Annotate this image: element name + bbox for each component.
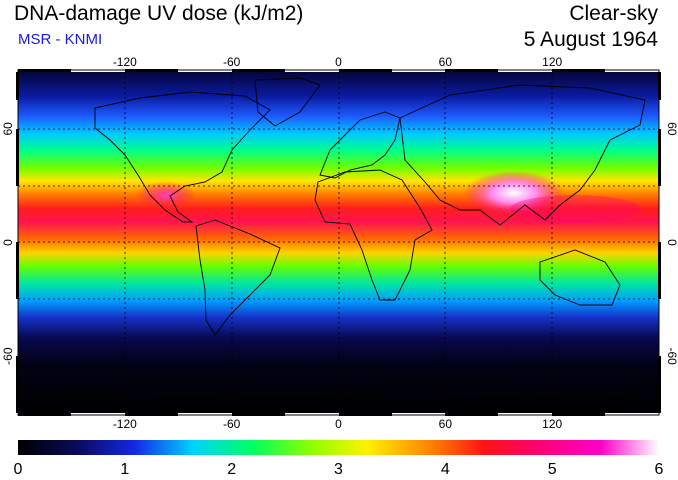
lon-tick-label-bottom: -120 (113, 417, 137, 431)
lon-tick-label-top: 60 (439, 55, 453, 69)
colorbar-tick-label: 6 (655, 461, 664, 478)
lat-tick-label-left: 0 (1, 239, 15, 246)
asia-outline (399, 84, 646, 226)
lat-tick-label-right: -60 (665, 347, 678, 365)
lat-tick-label-left: 60 (1, 122, 15, 136)
lon-tick-label-bottom: 60 (439, 417, 453, 431)
sky-condition-label: Clear-sky (569, 2, 658, 25)
pacific-high-uv (510, 195, 640, 223)
date-label: 5 August 1964 (523, 28, 658, 51)
lon-tick-label-bottom: 0 (335, 417, 342, 431)
colorbar (18, 440, 659, 455)
lon-tick-label-bottom: 120 (542, 417, 562, 431)
source-label: MSR - KNMI (18, 31, 103, 48)
map-frame (16, 69, 661, 416)
colorbar-tick-label: 5 (548, 461, 557, 478)
south-america-outline (195, 219, 281, 336)
lon-tick-label-top: 120 (542, 55, 562, 69)
map-title: DNA-damage UV dose (kJ/m2) (14, 2, 304, 25)
lon-tick-label-top: -60 (223, 55, 241, 69)
colorbar-tick-label: 3 (334, 461, 343, 478)
lon-tick-label-top: -120 (113, 55, 137, 69)
latitude-labels-right: 60 0 -60 (665, 122, 678, 365)
uv-dose-field (18, 72, 659, 413)
antarctica-outline (59, 396, 656, 405)
coastlines (59, 77, 656, 405)
greenland-outline (254, 77, 321, 127)
tibet-high-uv (464, 171, 564, 215)
colorbar-tick-label: 2 (227, 461, 236, 478)
africa-outline (314, 169, 433, 301)
longitude-labels-bottom: -120 -60 0 60 120 (113, 417, 563, 431)
lon-tick-label-bottom: -60 (223, 417, 241, 431)
north-america-outline (94, 91, 271, 223)
australia-outline (539, 249, 621, 306)
lon-tick-label-top: 0 (335, 55, 342, 69)
colorbar-tick-label: 4 (441, 461, 450, 478)
colorbar-tick-label: 1 (120, 461, 129, 478)
lat-tick-label-left: -60 (1, 347, 15, 365)
colorbar-labels: 0 1 2 3 4 5 6 (14, 461, 664, 478)
longitude-labels-top: -120 -60 0 60 120 (113, 55, 563, 69)
lat-tick-label-right: 60 (665, 122, 678, 136)
lat-tick-label-right: 0 (665, 239, 678, 246)
latitude-labels-left: 60 0 -60 (1, 122, 15, 365)
colorbar-tick-label: 0 (14, 461, 23, 478)
mexico-high-uv (136, 181, 196, 209)
lat-lon-grid (18, 72, 659, 413)
europe-outline (319, 111, 401, 179)
